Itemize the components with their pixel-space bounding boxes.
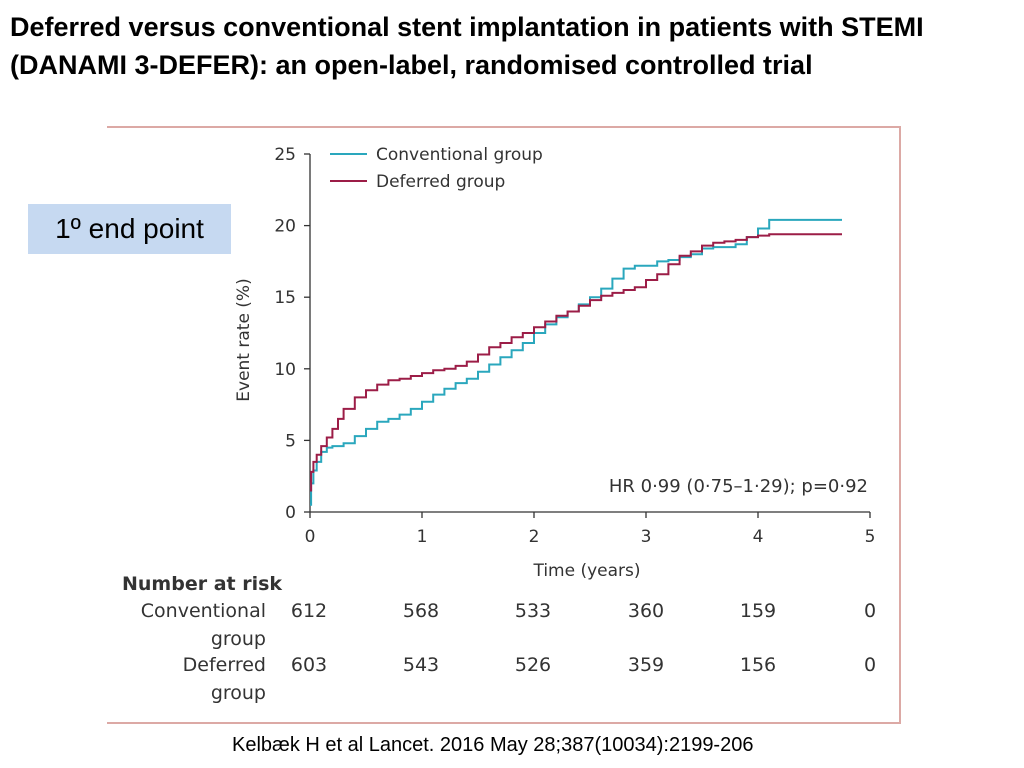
series-line-conventional-group <box>310 218 842 506</box>
x-ticks: 0 1 2 3 4 5 <box>305 512 876 547</box>
risk-value: 526 <box>515 654 551 676</box>
citation: Kelbæk H et al Lancet. 2016 May 28;387(1… <box>232 734 754 756</box>
risk-value: 0 <box>864 600 876 622</box>
y-tick-label: 5 <box>285 431 296 451</box>
risk-value: 603 <box>291 654 327 676</box>
risk-row-label-deferred-line2: group <box>211 682 266 704</box>
legend-label-conventional: Conventional group <box>376 145 543 165</box>
risk-table-heading: Number at risk <box>122 573 282 595</box>
risk-row-label-conventional-line1: Conventional <box>141 600 266 622</box>
risk-value: 159 <box>740 600 776 622</box>
y-ticks: 0 5 10 15 20 25 <box>274 145 310 523</box>
y-tick-label: 20 <box>274 217 296 237</box>
risk-value: 568 <box>403 600 439 622</box>
risk-row-label-conventional-line2: group <box>211 628 266 650</box>
y-tick-label: 15 <box>274 288 296 308</box>
x-tick-label: 4 <box>753 527 764 547</box>
number-at-risk-table: Number at risk Conventional group Deferr… <box>122 573 876 704</box>
risk-row-label-deferred-line1: Deferred <box>183 654 266 676</box>
x-tick-label: 5 <box>865 527 876 547</box>
legend: Conventional group Deferred group <box>330 145 543 192</box>
risk-value: 612 <box>291 600 327 622</box>
risk-value: 156 <box>740 654 776 676</box>
x-tick-label: 2 <box>529 527 540 547</box>
x-axis-title: Time (years) <box>532 561 640 581</box>
risk-value: 543 <box>403 654 439 676</box>
risk-value: 533 <box>515 600 551 622</box>
endpoint-label-box: 1º end point <box>28 204 231 254</box>
x-tick-label: 3 <box>641 527 652 547</box>
hazard-ratio-annotation: HR 0·99 (0·75–1·29); p=0·92 <box>609 476 868 497</box>
series-line-deferred-group <box>310 233 842 492</box>
x-tick-label: 0 <box>305 527 316 547</box>
x-tick-label: 1 <box>417 527 428 547</box>
legend-label-deferred: Deferred group <box>376 172 505 192</box>
risk-values: 612 568 533 360 159 0 603 543 526 359 156 0 <box>291 600 876 676</box>
series-layer <box>310 218 842 506</box>
y-axis-title: Event rate (%) <box>234 278 254 401</box>
y-tick-label: 0 <box>285 503 296 523</box>
risk-value: 359 <box>628 654 664 676</box>
risk-value: 0 <box>864 654 876 676</box>
chart-axes <box>309 154 870 513</box>
y-tick-label: 10 <box>274 360 296 380</box>
slide-title: Deferred versus conventional stent impla… <box>10 12 924 80</box>
y-tick-label: 25 <box>274 145 296 165</box>
risk-value: 360 <box>628 600 664 622</box>
